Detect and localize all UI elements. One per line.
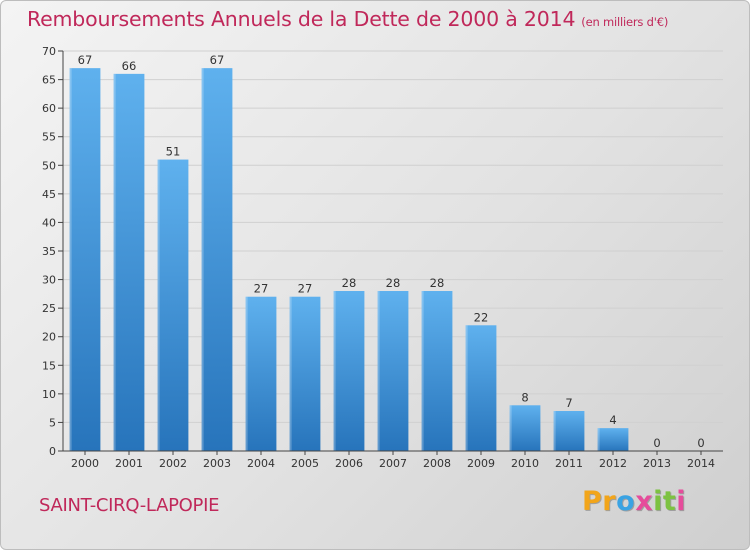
bar-2012 [597,428,629,451]
x-tick-label-2008: 2008 [423,457,451,470]
bar-highlight [509,405,512,451]
y-tick-label: 40 [42,216,56,229]
logo-letter: i [676,486,687,517]
y-tick-label: 0 [49,445,56,458]
bar-highlight [245,296,248,451]
bar-2008 [421,291,453,451]
x-tick-label-2003: 2003 [203,457,231,470]
x-tick-label-2009: 2009 [467,457,495,470]
bar-2007 [377,291,409,451]
bar-2003 [201,68,233,452]
y-tick-label: 65 [42,74,56,87]
logo-letter: i [653,486,663,517]
x-tick-label-2001: 2001 [115,457,143,470]
x-tick-label-2007: 2007 [379,457,407,470]
value-label-2002: 51 [166,145,181,159]
logo-letter: x [635,486,654,517]
commune-name: SAINT-CIRQ-LAPOPIE [39,495,220,516]
value-label-2000: 67 [78,53,93,67]
bar-highlight [69,68,72,452]
x-tick-label-2005: 2005 [291,457,319,470]
x-tick-label-2010: 2010 [511,457,539,470]
y-tick-label: 25 [42,302,56,315]
bars: 67 66 51 67 27 27 28 28 28 22 8 7 4 0 0 [69,53,705,452]
value-label-2006: 28 [342,276,357,290]
value-label-2008: 28 [430,276,445,290]
bar-highlight [421,291,424,451]
bar-highlight [377,291,380,451]
bar-2002 [157,159,189,452]
bar-2004 [245,296,277,451]
y-tick-label: 55 [42,131,56,144]
logo-letter: r [602,486,617,517]
y-tick-label: 50 [42,159,56,172]
logo-letter: o [616,486,636,517]
value-label-2009: 22 [474,310,489,324]
y-tick-label: 15 [42,359,56,372]
bar-highlight [289,296,292,451]
chart-subtitle: (en milliers d'€) [581,15,669,29]
bar-highlight [465,325,468,451]
value-label-2007: 28 [386,276,401,290]
value-label-2004: 27 [254,282,269,296]
value-label-2010: 8 [521,390,528,404]
x-tick-label-2013: 2013 [643,457,671,470]
value-label-2014: 0 [697,436,704,450]
bar-highlight [201,68,204,452]
bar-2009 [465,325,497,451]
bar-2011 [553,411,585,451]
x-tick-label-2014: 2014 [687,457,715,470]
value-label-2011: 7 [565,396,572,410]
value-label-2005: 27 [298,282,313,296]
y-tick-label: 35 [42,245,56,258]
y-tick-label: 30 [42,274,56,287]
bar-highlight [553,411,556,451]
bar-highlight [157,159,160,452]
value-label-2013: 0 [653,436,660,450]
chart-title: Remboursements Annuels de la Dette de 20… [27,7,668,31]
logo-letter: P [582,486,603,517]
y-tick-label: 5 [49,416,56,429]
x-tick-label-2004: 2004 [247,457,275,470]
bar-2000 [69,68,101,452]
y-tick-label: 20 [42,331,56,344]
x-tick-label-2000: 2000 [71,457,99,470]
bar-2005 [289,296,321,451]
y-tick-label: 60 [42,102,56,115]
bar-highlight [113,73,116,451]
y-tick-label: 70 [42,45,56,58]
y-tick-label: 10 [42,388,56,401]
proxiti-logo: Proxiti [582,486,686,520]
x-tick-label-2002: 2002 [159,457,187,470]
bar-2010 [509,405,541,451]
bar-2001 [113,73,145,451]
x-tick-label-2006: 2006 [335,457,363,470]
bar-highlight [597,428,600,451]
x-tick-label-2011: 2011 [555,457,583,470]
bar-highlight [333,291,336,451]
value-label-2012: 4 [609,413,616,427]
logo-letter: t [662,486,677,517]
bar-2006 [333,291,365,451]
y-tick-label: 45 [42,188,56,201]
value-label-2003: 67 [210,53,225,67]
x-tick-label-2012: 2012 [599,457,627,470]
value-label-2001: 66 [122,59,137,73]
chart-title-text: Remboursements Annuels de la Dette de 20… [27,7,576,31]
